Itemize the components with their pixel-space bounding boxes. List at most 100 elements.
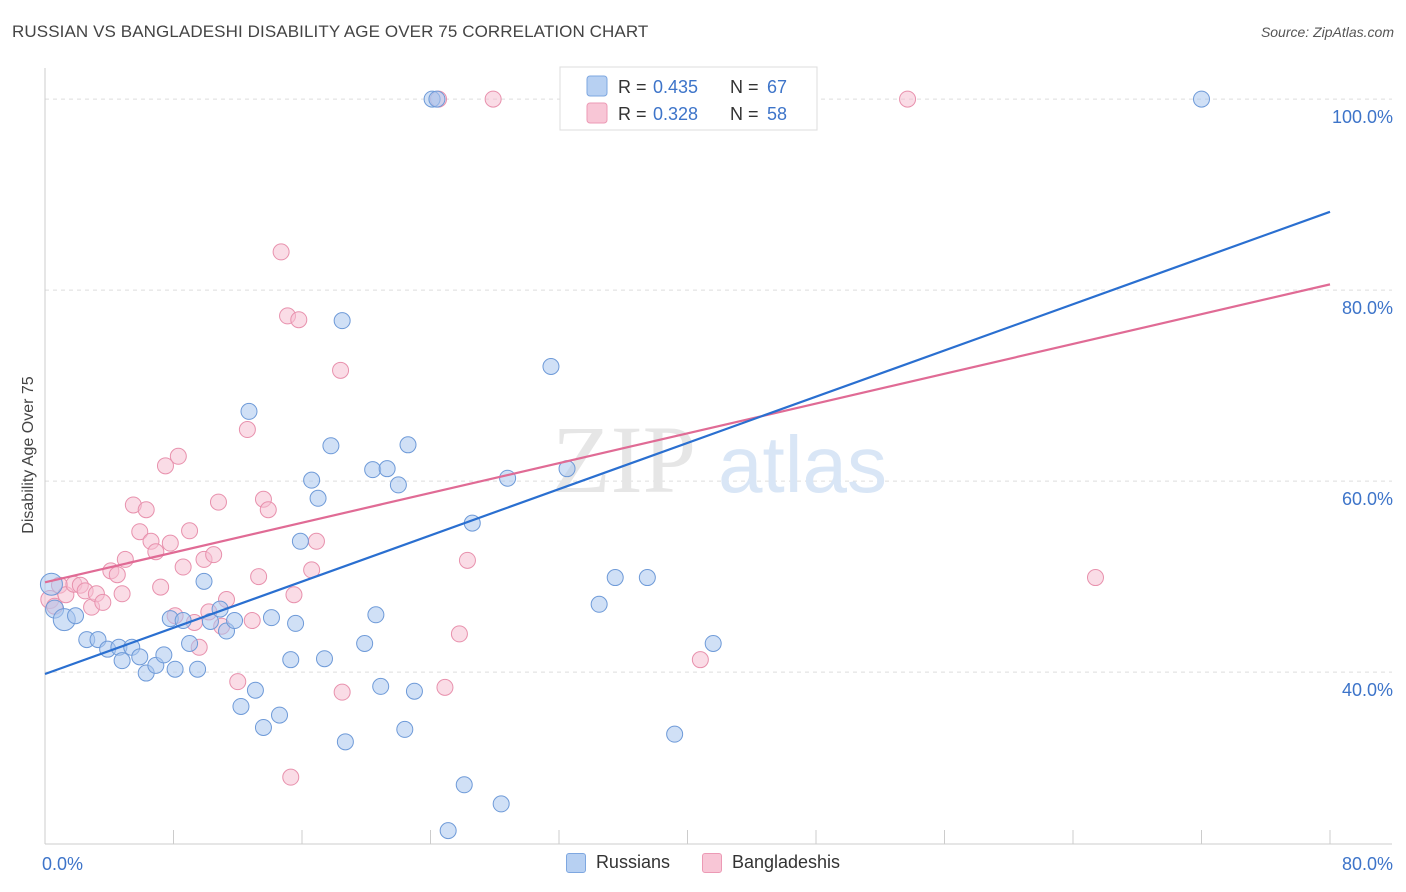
russian-point <box>396 720 414 738</box>
bangladeshi-point <box>238 421 256 439</box>
bangladeshi-point <box>458 551 476 569</box>
bangladeshi-point <box>1086 569 1104 587</box>
russian-point <box>166 660 184 678</box>
bangladeshi-point <box>113 585 131 603</box>
russian-point <box>309 489 327 507</box>
russian-point <box>542 358 560 375</box>
bangladeshi-point <box>272 243 290 261</box>
stats-r-label-bangladeshis: R = <box>618 104 647 124</box>
russian-point <box>254 718 272 736</box>
russian-point <box>39 572 63 596</box>
bangladeshi-point <box>174 558 192 576</box>
stats-legend: R = 0.435 N = 67 R = 0.328 N = 58 <box>559 66 818 131</box>
stats-n-label-russians: N = <box>730 77 759 97</box>
trend-lines <box>44 210 1331 676</box>
russian-point <box>262 609 280 627</box>
bangladeshi-point <box>161 534 179 552</box>
legend-item-bangladeshis[interactable]: Bangladeshis <box>701 852 840 873</box>
trend-line-russians <box>44 210 1331 676</box>
bangladeshi-point <box>169 447 187 465</box>
russian-point <box>499 469 517 487</box>
russian-point <box>606 569 624 587</box>
bangladeshi-point <box>333 683 351 701</box>
russian-point <box>356 634 374 652</box>
russian-point <box>336 733 354 751</box>
stats-n-value-bangladeshis: 58 <box>767 104 787 124</box>
russian-point <box>492 795 510 813</box>
y-tick-label: 100.0% <box>1332 107 1393 127</box>
russian-point <box>638 569 656 587</box>
bangladeshi-point <box>282 768 300 786</box>
russian-point <box>367 606 385 624</box>
russian-point <box>315 650 333 668</box>
legend-swatch-bangladeshis <box>701 852 722 873</box>
grid-lines <box>45 98 1392 673</box>
russian-point <box>378 460 396 478</box>
russian-point <box>704 634 722 652</box>
bangladeshi-point <box>137 501 155 519</box>
chart-title: RUSSIAN VS BANGLADESHI DISABILITY AGE OV… <box>12 22 649 41</box>
bangladeshi-point <box>108 566 126 584</box>
bangladeshi-point <box>899 90 917 108</box>
russian-point <box>455 776 473 794</box>
stats-n-label-bangladeshis: N = <box>730 104 759 124</box>
legend-swatch-russians <box>565 852 586 873</box>
russian-point <box>399 436 417 454</box>
russian-point <box>666 725 684 743</box>
russian-point <box>240 402 258 420</box>
russian-point <box>181 634 199 652</box>
bangladeshi-point <box>243 612 261 630</box>
trend-line-bangladeshis <box>44 283 1331 584</box>
legend-item-russians[interactable]: Russians <box>565 852 670 873</box>
bangladeshi-point <box>250 568 268 586</box>
x-tick-label: 0.0% <box>42 854 83 874</box>
bangladeshi-point <box>152 578 170 596</box>
russian-point <box>372 677 390 695</box>
stats-swatch-russians <box>586 75 608 97</box>
russian-point <box>590 595 608 613</box>
bangladeshi-point <box>131 523 149 541</box>
bangladeshi-point <box>332 361 350 379</box>
bangladeshi-point <box>209 493 227 511</box>
russian-point <box>322 437 340 455</box>
bangladeshi-point <box>436 678 454 696</box>
stats-n-value-russians: 67 <box>767 77 787 97</box>
russian-point <box>389 476 407 494</box>
russian-point <box>155 646 173 664</box>
russian-point <box>131 648 149 666</box>
russian-point <box>291 532 309 550</box>
russian-point <box>303 471 321 489</box>
bangladeshi-point <box>205 546 223 564</box>
russian-point <box>364 461 382 479</box>
bangladeshi-point <box>259 501 277 519</box>
legend-label-russians: Russians <box>595 852 670 872</box>
russian-point <box>246 681 264 699</box>
axes <box>44 68 1392 845</box>
stats-r-label-russians: R = <box>618 77 647 97</box>
russian-point <box>333 312 351 330</box>
stats-swatch-bangladeshis <box>586 102 608 124</box>
bangladeshi-point <box>229 673 247 691</box>
russian-point <box>189 660 207 678</box>
bangladeshi-point <box>307 532 325 550</box>
russian-point <box>232 697 250 715</box>
russian-point <box>282 651 300 669</box>
bangladeshi-point <box>290 311 308 329</box>
bangladeshi-point <box>285 586 303 604</box>
bangladeshi-point <box>450 625 468 643</box>
bangladeshi-point <box>156 457 174 475</box>
bangladeshi-point <box>94 593 112 611</box>
source-credit: Source: ZipAtlas.com <box>1260 24 1394 40</box>
y-tick-label: 40.0% <box>1342 680 1393 700</box>
tick-labels: 40.0% 60.0% 80.0% 100.0% 0.0% 80.0% <box>42 107 1393 874</box>
bottom-legend: Russians Bangladeshis <box>0 852 1406 873</box>
bangladeshi-point <box>181 522 199 540</box>
y-tick-label: 80.0% <box>1342 298 1393 318</box>
stats-r-value-bangladeshis: 0.328 <box>653 104 698 124</box>
series-bangladeshis <box>40 90 1104 786</box>
russian-point <box>271 706 289 724</box>
russian-point <box>67 607 85 625</box>
russian-point <box>405 682 423 700</box>
russian-point <box>195 572 213 590</box>
